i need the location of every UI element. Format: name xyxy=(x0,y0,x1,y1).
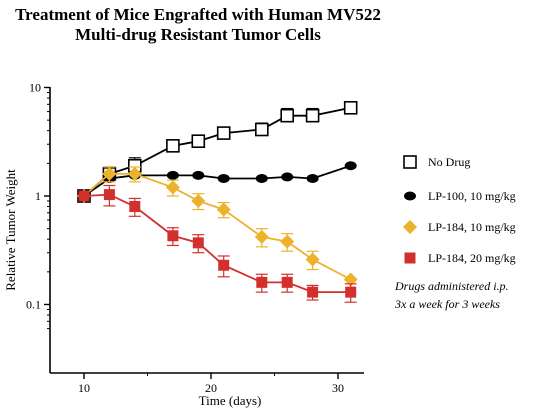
data-point xyxy=(255,122,269,137)
chart-title-line-2: Multi-drug Resistant Tumor Cells xyxy=(75,25,321,44)
data-point xyxy=(192,170,205,180)
data-point xyxy=(191,193,206,208)
data-point xyxy=(281,276,293,288)
series-line xyxy=(83,193,351,294)
data-point xyxy=(305,252,320,267)
legend-label: LP-184, 20 mg/kg xyxy=(428,251,516,265)
data-point xyxy=(255,173,268,183)
y-tick-label: 0.1 xyxy=(26,298,41,312)
series-line xyxy=(83,106,351,197)
legend-item: LP-184, 10 mg/kg xyxy=(403,220,516,234)
data-point xyxy=(217,173,230,183)
data-point xyxy=(218,259,230,271)
data-point xyxy=(256,276,268,288)
annotation: Drugs administered i.p. 3x a week for 3 … xyxy=(394,279,509,311)
data-point xyxy=(166,139,180,153)
x-tick-label: 30 xyxy=(332,381,344,395)
data-point xyxy=(78,190,90,202)
legend-item: No Drug xyxy=(403,155,470,169)
x-axis-label: Time (days) xyxy=(199,393,262,408)
series-line xyxy=(83,164,351,197)
data-point xyxy=(280,108,295,123)
legend-item: LP-100, 10 mg/kg xyxy=(404,189,516,203)
data-point xyxy=(345,286,357,298)
legend-label: No Drug xyxy=(428,155,470,169)
data-point xyxy=(127,166,142,181)
data-point xyxy=(403,155,417,169)
y-tick-label: 1 xyxy=(35,189,41,203)
x-tick-label: 20 xyxy=(205,381,217,395)
data-point xyxy=(280,234,295,249)
data-point xyxy=(281,172,294,182)
data-point xyxy=(404,252,416,264)
data-point xyxy=(103,189,115,201)
legend: No Drug LP-100, 10 mg/kg LP-184, 10 mg/kg L… xyxy=(403,155,516,265)
data-point xyxy=(129,201,141,213)
y-axis-label: Relative Tumor Weight xyxy=(3,169,18,291)
series-2 xyxy=(77,166,358,287)
series-group xyxy=(77,100,358,303)
series-line xyxy=(83,172,352,281)
data-point xyxy=(306,173,319,183)
chart-title: Treatment of Mice Engrafted with Human M… xyxy=(15,5,381,44)
data-point xyxy=(216,202,231,217)
data-point xyxy=(166,170,179,180)
x-ticks: 10 20 30 xyxy=(78,373,344,395)
annotation-line-1: Drugs administered i.p. xyxy=(394,279,509,293)
legend-item: LP-184, 20 mg/kg xyxy=(404,251,516,265)
series-1 xyxy=(78,161,357,201)
data-point xyxy=(167,230,179,242)
data-point xyxy=(191,134,206,148)
annotation-line-2: 3x a week for 3 weeks xyxy=(394,297,500,311)
x-tick-label: 10 xyxy=(78,381,90,395)
axes xyxy=(49,87,364,374)
chart-title-line-1: Treatment of Mice Engrafted with Human M… xyxy=(15,5,381,24)
data-point xyxy=(216,126,231,140)
series-0 xyxy=(77,100,358,203)
y-ticks: 10 1 0.1 xyxy=(26,81,50,330)
legend-label: LP-184, 10 mg/kg xyxy=(428,220,516,234)
data-point xyxy=(403,220,417,234)
data-point xyxy=(307,286,319,298)
data-point xyxy=(165,180,180,195)
data-point xyxy=(404,191,416,201)
legend-label: LP-100, 10 mg/kg xyxy=(428,189,516,203)
data-point xyxy=(305,108,320,123)
data-point xyxy=(192,237,204,249)
data-point xyxy=(102,166,117,181)
data-point xyxy=(344,161,357,171)
data-point xyxy=(343,272,358,287)
data-point xyxy=(343,100,358,115)
series-3 xyxy=(78,184,357,303)
data-point xyxy=(254,229,269,244)
y-tick-label: 10 xyxy=(29,81,41,95)
